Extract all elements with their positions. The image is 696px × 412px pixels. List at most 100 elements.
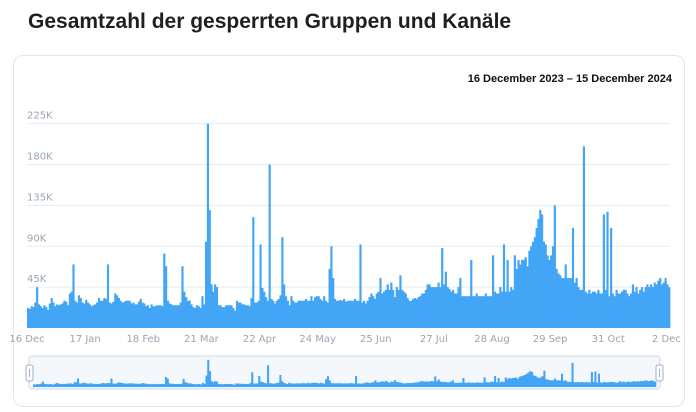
mini-bar	[451, 380, 454, 387]
mini-bar	[425, 381, 428, 387]
mini-bar	[603, 381, 606, 387]
bar	[172, 305, 175, 328]
bar	[353, 298, 357, 328]
mini-bar	[296, 383, 300, 387]
bar	[462, 296, 466, 328]
mini-bar	[650, 380, 653, 387]
mini-bar	[61, 383, 64, 387]
bar	[135, 304, 139, 328]
bar	[341, 300, 344, 328]
mini-bar	[395, 381, 398, 387]
mini-bar	[105, 383, 108, 387]
mini-bar	[182, 378, 185, 387]
mini-bar	[441, 381, 444, 387]
bar	[61, 303, 64, 328]
bar	[390, 282, 393, 328]
bar	[528, 250, 531, 328]
mini-bar	[384, 380, 388, 387]
bar	[606, 211, 609, 328]
bar	[542, 241, 546, 328]
mini-bar	[205, 375, 208, 387]
mini-bar	[50, 384, 53, 387]
bar	[479, 296, 482, 328]
mini-bar	[585, 381, 588, 387]
mini-bar	[87, 383, 90, 387]
mini-bar	[300, 383, 303, 387]
bar	[475, 293, 478, 328]
x-tick-label: 25 Jun	[360, 334, 392, 345]
bar	[626, 293, 629, 328]
bar	[550, 255, 553, 328]
mini-bar	[110, 378, 113, 387]
mini-bar	[298, 383, 301, 387]
mini-bar	[326, 376, 329, 387]
mini-bar	[142, 383, 145, 387]
mini-bar	[150, 384, 153, 387]
bar	[555, 268, 558, 328]
mini-bar	[652, 381, 655, 387]
bar	[435, 287, 438, 328]
bar	[121, 302, 124, 328]
bar	[270, 298, 273, 328]
mini-bar	[562, 380, 565, 387]
mini-bar	[443, 382, 446, 387]
bar	[639, 289, 642, 328]
range-navigator[interactable]	[25, 355, 664, 390]
bar	[337, 300, 340, 328]
bar	[370, 293, 373, 328]
bar	[344, 301, 348, 328]
bar	[628, 296, 631, 328]
mini-bar	[492, 382, 495, 387]
bar	[484, 293, 487, 328]
mini-bar	[527, 372, 530, 387]
bar	[292, 300, 295, 328]
mini-bar	[344, 383, 347, 387]
bar	[54, 306, 57, 328]
mini-bar	[436, 381, 439, 387]
mini-bar	[450, 381, 453, 387]
bar	[539, 209, 542, 328]
mini-bar	[272, 383, 275, 387]
bar	[194, 308, 197, 328]
mini-bar	[506, 379, 509, 387]
mini-bar	[490, 381, 493, 387]
mini-bar	[268, 383, 271, 387]
bar	[577, 287, 580, 328]
bar	[604, 289, 607, 328]
bar	[488, 296, 491, 328]
bar	[608, 296, 611, 328]
bar	[170, 304, 173, 328]
bar	[235, 300, 239, 328]
bar	[450, 291, 453, 328]
mini-bar	[47, 384, 50, 387]
mini-bar	[314, 382, 317, 387]
mini-bar	[194, 384, 197, 387]
bar	[79, 298, 82, 328]
mini-bar	[421, 381, 424, 387]
mini-bar	[133, 383, 136, 387]
bar	[303, 300, 306, 328]
mini-bar	[149, 383, 152, 387]
bar	[57, 305, 61, 328]
bar	[590, 293, 593, 328]
mini-bar	[448, 382, 451, 387]
mini-bar	[471, 382, 474, 387]
mini-bar	[288, 382, 291, 387]
mini-bar	[233, 384, 236, 387]
bar	[657, 280, 660, 328]
mini-bar	[553, 378, 556, 387]
bar	[591, 291, 595, 328]
bar	[30, 306, 33, 328]
y-tick-label: 225K	[27, 111, 53, 122]
mini-bar	[68, 383, 71, 387]
bar	[83, 303, 86, 328]
mini-bar	[539, 377, 542, 387]
bar	[146, 305, 150, 328]
bar	[36, 287, 39, 328]
mini-bar	[488, 382, 491, 387]
bar	[482, 296, 486, 328]
bar	[648, 287, 651, 328]
mini-bar	[439, 381, 442, 387]
bar	[397, 289, 400, 328]
mini-bar	[409, 383, 412, 387]
